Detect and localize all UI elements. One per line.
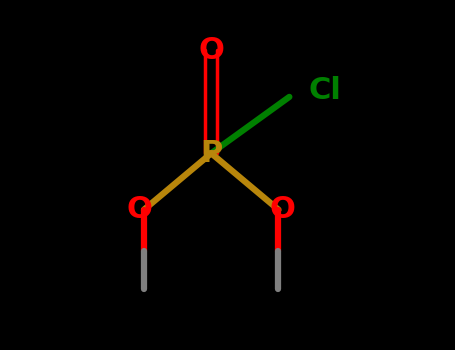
Text: O: O xyxy=(198,36,224,65)
Text: Cl: Cl xyxy=(309,76,342,105)
Text: P: P xyxy=(200,139,222,168)
Text: O: O xyxy=(126,195,152,224)
Text: O: O xyxy=(270,195,296,224)
